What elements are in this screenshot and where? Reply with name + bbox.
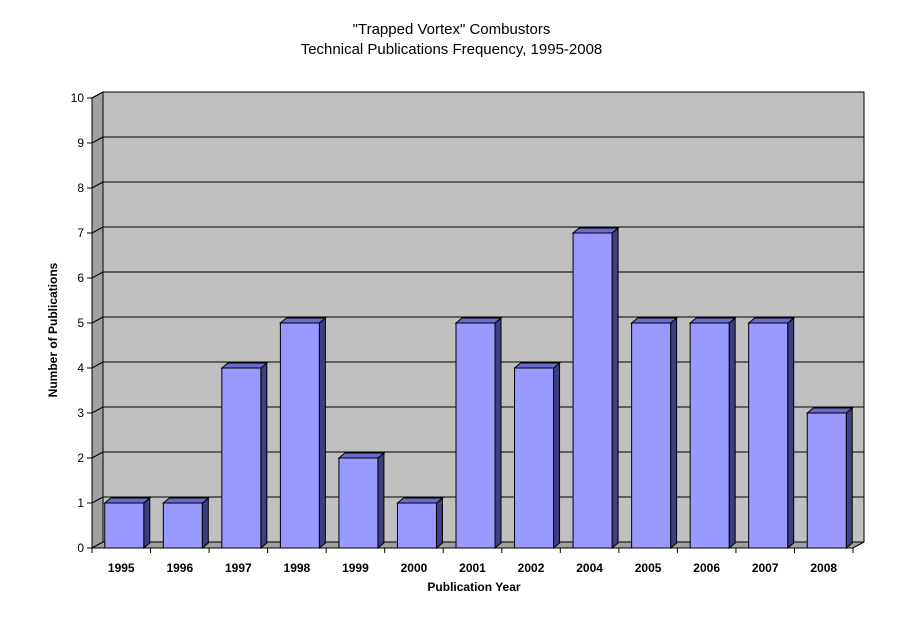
- bar-side: [260, 361, 268, 550]
- bar-top: [161, 497, 210, 504]
- x-axis-label: Publication Year: [427, 580, 520, 594]
- gridline-side: [91, 226, 104, 234]
- x-tick-label: 1995: [108, 561, 135, 575]
- x-tick-label: 1997: [225, 561, 252, 575]
- y-tick-label: 4: [77, 361, 84, 375]
- bar-side: [845, 406, 853, 550]
- bar-2001: [454, 316, 503, 550]
- bar-top: [630, 317, 678, 324]
- x-tick-label: 2004: [576, 561, 603, 575]
- bar-top: [103, 497, 152, 504]
- bar-top: [805, 407, 854, 414]
- bar-top: [454, 317, 503, 324]
- gridline-side: [91, 361, 104, 369]
- gridline-side: [91, 451, 104, 459]
- bar-top: [688, 317, 737, 324]
- x-tick-label: 2008: [810, 561, 837, 575]
- x-tick-labels: 1995 1996 1997 1998 1999 2000 2001 2002 2004 2005…: [108, 561, 837, 575]
- bars: [103, 226, 854, 550]
- bar-side: [377, 451, 385, 550]
- y-tick-label: 2: [77, 451, 84, 465]
- bar-2004: [571, 226, 620, 550]
- bar-side: [787, 316, 795, 550]
- bar-top: [220, 362, 269, 369]
- bar-front: [689, 322, 730, 549]
- chart-title: "Trapped Vortex" Combustors: [352, 21, 551, 38]
- bar-front: [279, 322, 320, 549]
- y-tick-label: 0: [77, 541, 84, 555]
- bar-side: [435, 496, 443, 550]
- x-tick-label: 2002: [518, 561, 545, 575]
- y-tick-label: 7: [77, 226, 84, 240]
- bar-front: [631, 322, 672, 549]
- y-tick-label: 6: [77, 271, 84, 285]
- bar-2008: [805, 406, 854, 550]
- bar-side: [143, 496, 151, 550]
- bar-top: [747, 317, 796, 324]
- x-tick-label: 2006: [693, 561, 720, 575]
- bar-2007: [747, 316, 796, 550]
- bar-2000: [396, 496, 444, 550]
- bar-side: [318, 316, 326, 550]
- gridline-side: [91, 136, 104, 144]
- bar-front: [748, 322, 789, 549]
- x-tick-label: 1998: [284, 561, 311, 575]
- chart-subtitle: Technical Publications Frequency, 1995-2…: [300, 41, 603, 58]
- y-axis-label: Number of Publications: [46, 262, 60, 397]
- x-tick-label: 2005: [635, 561, 662, 575]
- bar-side: [670, 316, 678, 550]
- bar-2005: [630, 316, 678, 550]
- x-tick-label: 2001: [459, 561, 486, 575]
- y-tick-label: 8: [77, 181, 84, 195]
- bar-side: [553, 361, 561, 550]
- bar-1995: [103, 496, 152, 550]
- y-tick-label: 10: [71, 91, 85, 105]
- x-tick-label: 1996: [166, 561, 193, 575]
- bar-side: [494, 316, 502, 550]
- bar-top: [396, 497, 444, 504]
- x-tick-label: 1999: [342, 561, 369, 575]
- gridline-side: [91, 271, 104, 279]
- gridline-side: [91, 406, 104, 414]
- y-tick-label: 5: [77, 316, 84, 330]
- bar-side: [201, 496, 209, 550]
- y-tick-labels: 0 1 2 3 4 5 6 7 8 9 10: [71, 91, 85, 555]
- y-tick-label: 3: [77, 406, 84, 420]
- bar-1998: [279, 316, 327, 550]
- gridline-side: [91, 316, 104, 324]
- bar-front: [572, 232, 613, 549]
- bar-front: [221, 367, 262, 549]
- bar-front: [396, 502, 437, 549]
- bar-top: [571, 227, 620, 234]
- gridline-side: [91, 496, 104, 504]
- bar-front: [455, 322, 496, 549]
- bar-front: [104, 502, 145, 549]
- bar-2006: [688, 316, 737, 550]
- bar-front: [162, 502, 203, 549]
- gridline-side: [91, 91, 104, 99]
- bar-side: [611, 226, 619, 550]
- bar-top: [337, 452, 386, 459]
- bar-front: [338, 457, 379, 549]
- bar-front: [514, 367, 555, 549]
- bar-2002: [513, 361, 561, 550]
- bar-side: [728, 316, 736, 550]
- bar-top: [513, 362, 561, 369]
- bar-top: [279, 317, 327, 324]
- bar-1996: [161, 496, 210, 550]
- gridline-side: [91, 181, 104, 189]
- bar-front: [806, 412, 847, 549]
- x-tick-label: 2007: [752, 561, 779, 575]
- bar-1999: [337, 451, 386, 550]
- chart-title-block: "Trapped Vortex" Combustors Technical Pu…: [0, 20, 903, 60]
- x-tick-label: 2000: [401, 561, 428, 575]
- y-tick-label: 9: [77, 136, 84, 150]
- bar-1997: [220, 361, 269, 550]
- y-tick-label: 1: [77, 496, 84, 510]
